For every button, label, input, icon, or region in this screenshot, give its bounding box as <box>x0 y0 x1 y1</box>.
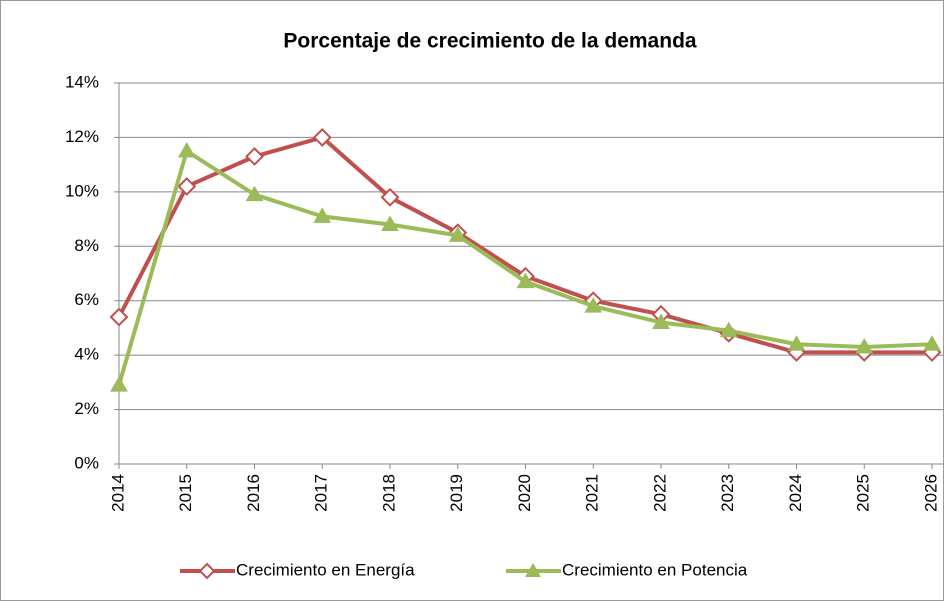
data-point <box>652 313 670 329</box>
y-tick-label: 14% <box>65 72 99 91</box>
x-tick-label: 2024 <box>786 474 805 512</box>
data-point <box>584 297 603 313</box>
x-tick-label: 2023 <box>718 474 737 512</box>
x-tick-label: 2022 <box>650 474 669 512</box>
legend-marker <box>525 563 541 577</box>
data-point <box>855 337 874 354</box>
data-point <box>516 272 535 289</box>
y-tick-label: 12% <box>65 127 99 146</box>
x-tick-label: 2025 <box>854 474 873 512</box>
x-tick-label: 2026 <box>921 474 940 512</box>
x-tick-label: 2015 <box>176 474 195 512</box>
data-point <box>312 128 332 147</box>
x-tick-label: 2019 <box>447 474 466 512</box>
data-point <box>719 321 738 338</box>
y-tick-label: 10% <box>65 181 99 200</box>
x-tick-label: 2021 <box>583 474 602 512</box>
data-point <box>313 207 332 223</box>
y-tick-label: 6% <box>74 290 99 309</box>
x-tick-label: 2016 <box>244 474 263 512</box>
data-point <box>245 147 264 166</box>
chart-title: Porcentaje de crecimiento de la demanda <box>283 30 696 53</box>
data-point <box>110 376 128 392</box>
x-tick-label: 2018 <box>379 474 398 512</box>
legend-marker <box>198 562 216 580</box>
data-point <box>109 307 129 327</box>
y-tick-label: 4% <box>74 345 99 364</box>
data-point <box>380 187 400 207</box>
legend-label: Crecimiento en Potencia <box>562 560 748 579</box>
legend-label: Crecimiento en Energía <box>236 560 415 579</box>
data-point <box>381 215 399 232</box>
data-point <box>787 335 806 351</box>
data-point <box>245 185 264 202</box>
data-point <box>177 142 196 158</box>
x-tick-label: 2014 <box>108 474 127 512</box>
data-point <box>177 176 197 196</box>
data-point <box>448 226 467 242</box>
y-tick-label: 0% <box>74 453 99 472</box>
y-tick-label: 2% <box>74 399 99 418</box>
y-tick-label: 8% <box>74 236 99 255</box>
x-tick-label: 2020 <box>515 474 534 512</box>
x-tick-label: 2017 <box>312 474 331 512</box>
data-point <box>923 335 941 351</box>
